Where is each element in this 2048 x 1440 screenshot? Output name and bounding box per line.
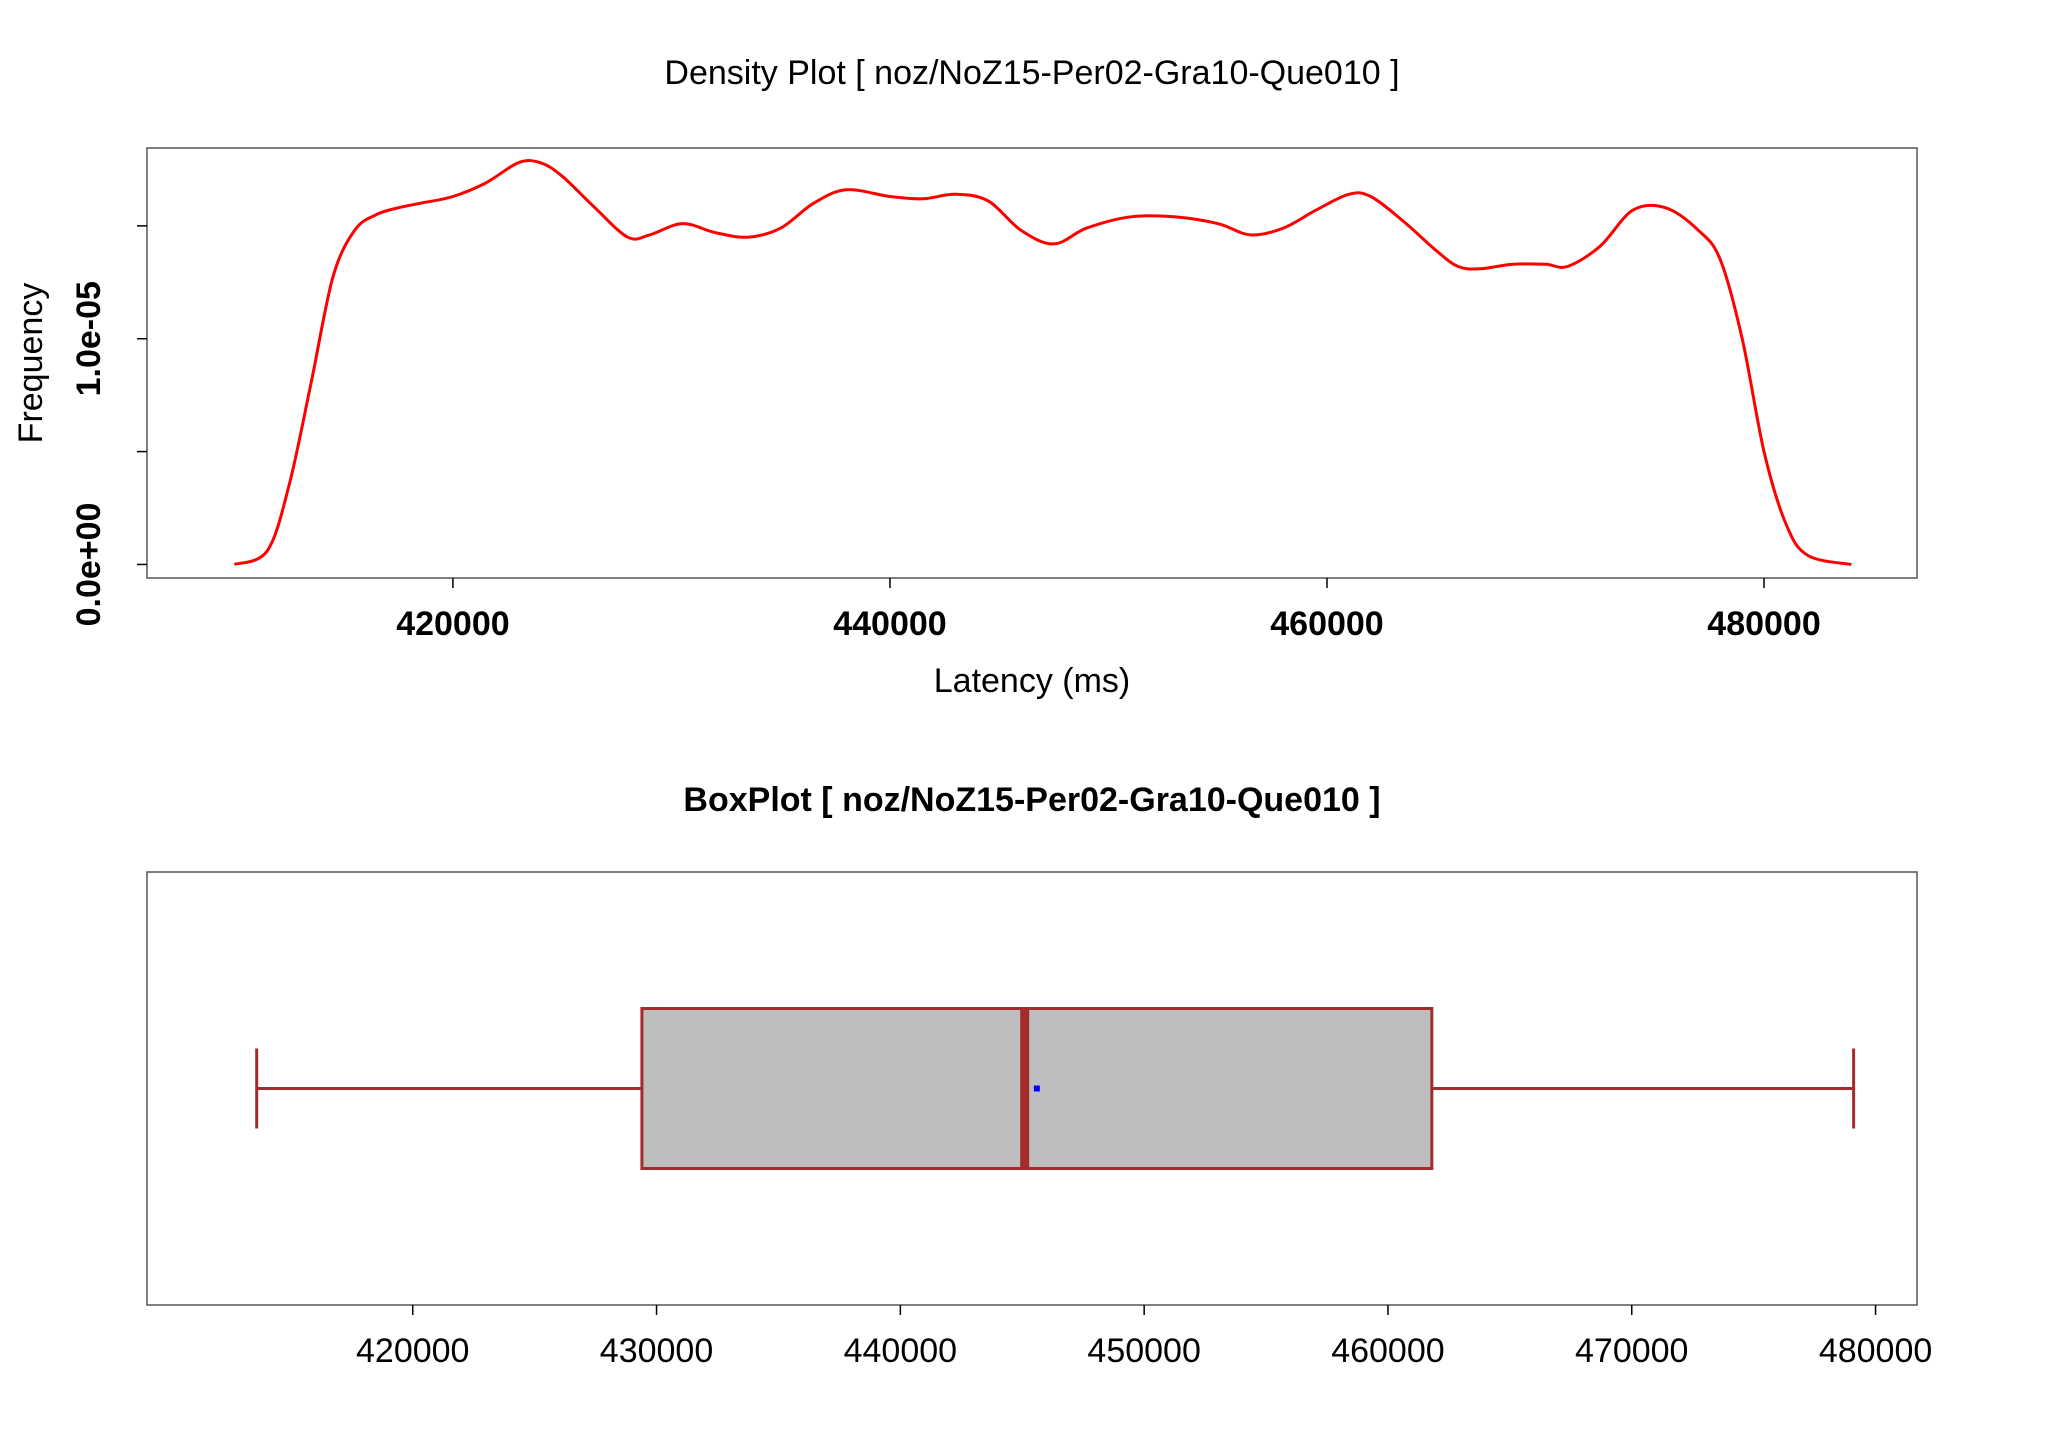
density-plot-frame — [146, 147, 1918, 579]
box-x-tick-label: 430000 — [600, 1332, 713, 1370]
density-x-tick-label: 440000 — [833, 605, 946, 643]
density-x-tick-label: 460000 — [1270, 605, 1383, 643]
box-x-tick-label: 460000 — [1331, 1332, 1444, 1370]
density-y-axis: 0.0e+00 1.0e-05 — [70, 225, 147, 627]
box-x-tick-label: 470000 — [1575, 1332, 1688, 1370]
box-marks — [255, 1007, 1856, 1170]
density-x-tick-label: 420000 — [396, 605, 509, 643]
density-x-axis-label: Latency (ms) — [934, 662, 1131, 700]
box-x-axis: 420000 430000 440000 450000 460000 470000 4800… — [356, 1305, 1932, 1370]
box-title: BoxPlot [ noz/NoZ15-Per02-Gra10-Que010 ] — [683, 781, 1380, 819]
density-y-axis-label: Frequency — [12, 283, 50, 444]
box-panel: BoxPlot [ noz/NoZ15-Per02-Gra10-Que010 ]… — [146, 781, 1932, 1370]
box-x-tick-label: 480000 — [1819, 1332, 1932, 1370]
box-x-tick-label: 420000 — [356, 1332, 469, 1370]
density-y-tick-label: 1.0e-05 — [70, 281, 108, 396]
density-y-tick-label: 0.0e+00 — [70, 503, 108, 627]
density-title: Density Plot [ noz/NoZ15-Per02-Gra10-Que… — [664, 54, 1399, 92]
box-plot-frame — [146, 871, 1918, 1306]
density-x-tick-label: 480000 — [1707, 605, 1820, 643]
density-x-axis: 420000 440000 460000 480000 — [396, 578, 1821, 643]
box-mean-point — [1033, 1085, 1040, 1092]
density-line — [233, 159, 1852, 566]
density-panel: Density Plot [ noz/NoZ15-Per02-Gra10-Que… — [12, 54, 1918, 700]
box-x-tick-label: 440000 — [844, 1332, 957, 1370]
box-x-tick-label: 450000 — [1087, 1332, 1200, 1370]
